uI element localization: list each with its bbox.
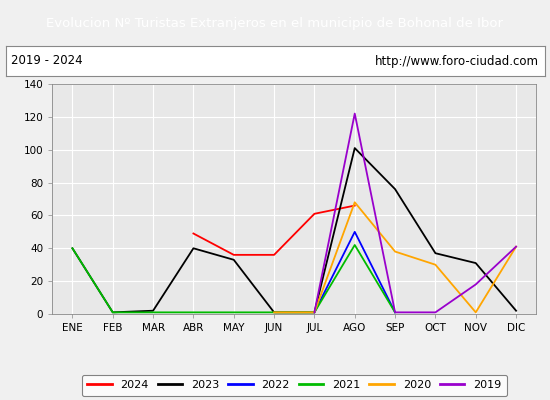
Legend: 2024, 2023, 2022, 2021, 2020, 2019: 2024, 2023, 2022, 2021, 2020, 2019 — [81, 375, 507, 396]
Text: http://www.foro-ciudad.com: http://www.foro-ciudad.com — [375, 54, 539, 68]
Text: Evolucion Nº Turistas Extranjeros en el municipio de Bohonal de Ibor: Evolucion Nº Turistas Extranjeros en el … — [47, 16, 503, 30]
Text: 2019 - 2024: 2019 - 2024 — [11, 54, 82, 68]
